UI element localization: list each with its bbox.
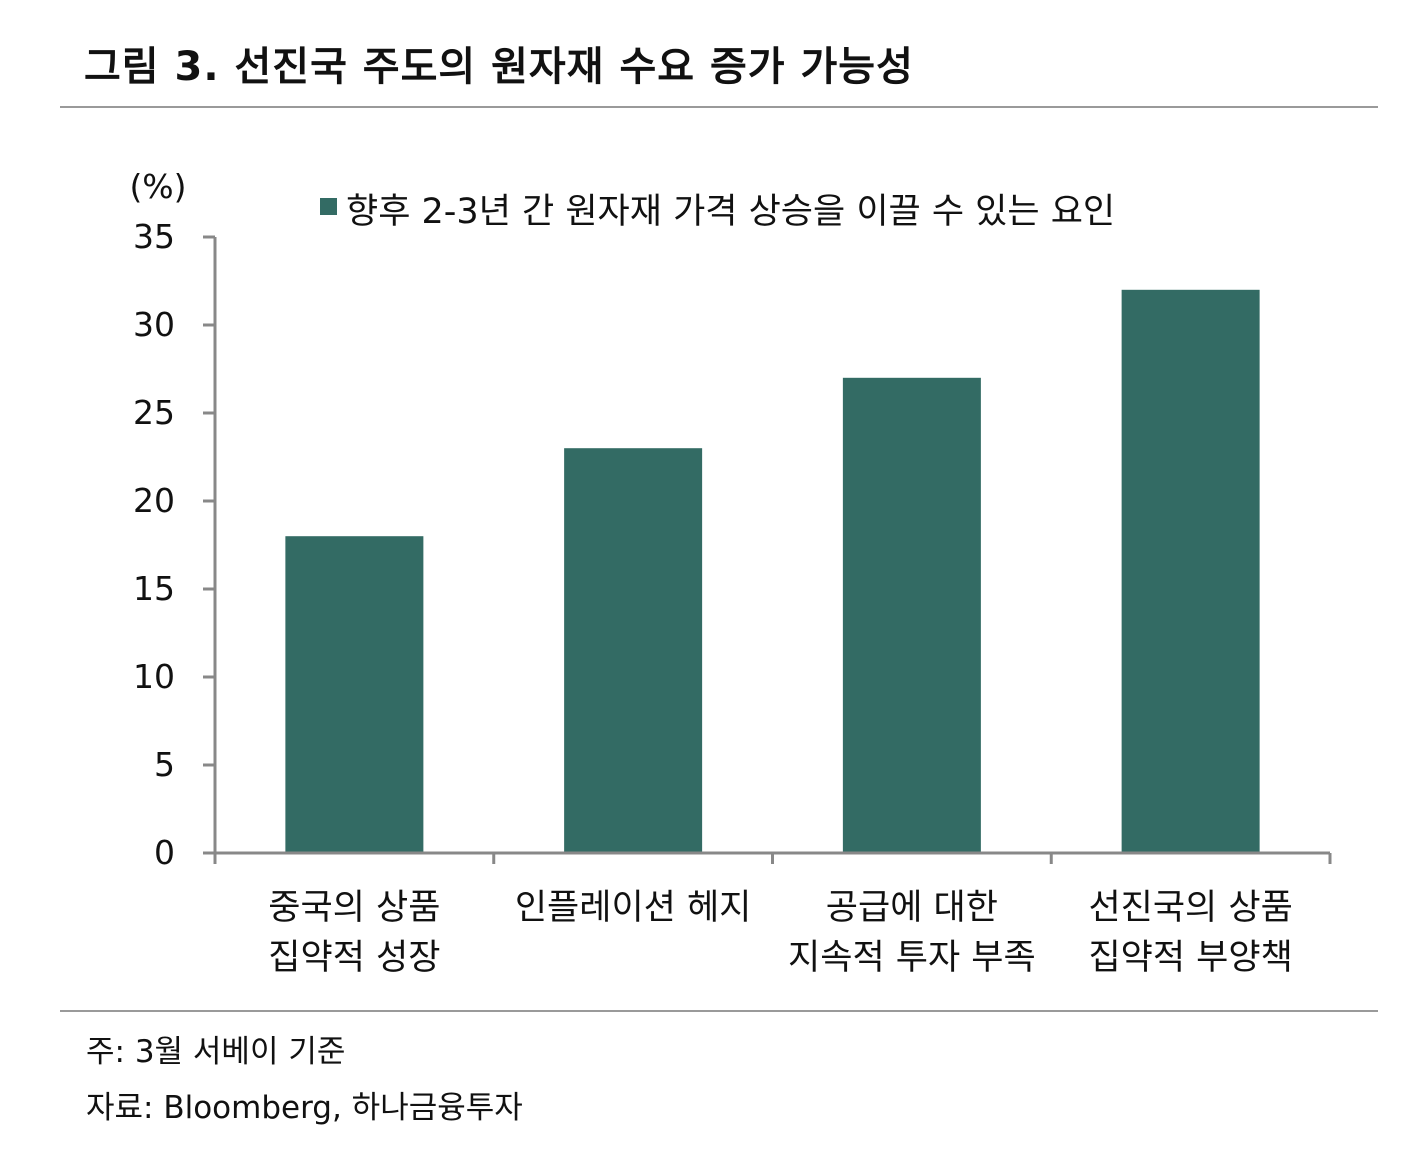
category-label-1-line-2: 집약적 성장: [268, 938, 440, 978]
footnote-note: 주: 3월 서베이 기준: [86, 1034, 346, 1070]
y-axis-unit-label: (%): [129, 167, 186, 206]
bar-4: [1121, 289, 1260, 852]
bar-2: [564, 448, 703, 852]
footnote-source: 자료: Bloomberg, 하나금융투자: [86, 1090, 523, 1126]
y-tick-label-10: 10: [133, 657, 175, 696]
bar-3: [842, 377, 981, 852]
legend-swatch: [320, 198, 337, 215]
y-tick-label-20: 20: [133, 481, 175, 520]
category-label-2-line-1: 인플레이션 헤지: [515, 888, 752, 928]
y-tick-label-30: 30: [133, 305, 175, 344]
bottom-divider: [60, 1010, 1378, 1012]
figure-title: 그림 3. 선진국 주도의 원자재 수요 증가 가능성: [84, 44, 914, 90]
legend-label: 향후 2-3년 간 원자재 가격 상승을 이끌 수 있는 요인: [346, 192, 1115, 232]
y-tick-label-35: 35: [133, 217, 175, 256]
top-divider: [60, 106, 1378, 108]
category-label-4-line-1: 선진국의 상품: [1088, 888, 1292, 928]
y-tick-label-15: 15: [133, 569, 175, 608]
category-label-1-line-1: 중국의 상품: [268, 888, 440, 928]
category-label-4-line-2: 집약적 부양책: [1088, 938, 1292, 978]
y-tick-label-5: 5: [154, 745, 175, 784]
y-tick-label-0: 0: [154, 833, 175, 872]
category-label-3-line-2: 지속적 투자 부족: [788, 938, 1036, 978]
bar-1: [285, 536, 424, 852]
category-label-3-line-1: 공급에 대한: [826, 888, 998, 928]
y-tick-label-25: 25: [133, 393, 175, 432]
